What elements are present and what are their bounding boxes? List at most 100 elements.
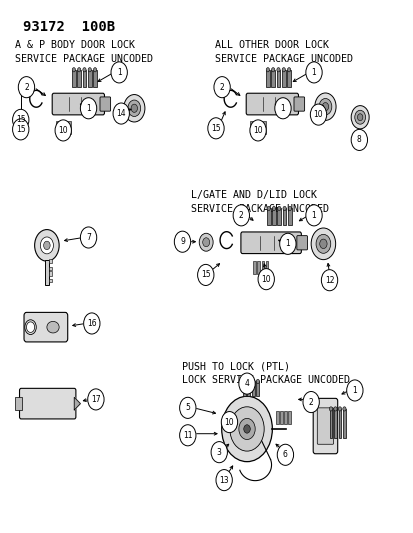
Circle shape	[282, 68, 285, 72]
FancyBboxPatch shape	[256, 382, 259, 396]
Circle shape	[342, 407, 345, 411]
Circle shape	[319, 239, 326, 248]
FancyBboxPatch shape	[77, 70, 81, 87]
FancyBboxPatch shape	[266, 208, 270, 225]
Text: 2: 2	[219, 83, 224, 92]
Circle shape	[350, 130, 367, 150]
FancyBboxPatch shape	[271, 208, 275, 225]
Circle shape	[26, 322, 35, 333]
FancyBboxPatch shape	[240, 232, 301, 254]
FancyBboxPatch shape	[254, 121, 257, 134]
Text: 10: 10	[58, 126, 68, 135]
Circle shape	[229, 407, 263, 451]
FancyBboxPatch shape	[19, 389, 76, 419]
Circle shape	[12, 119, 29, 140]
Circle shape	[318, 99, 331, 115]
Circle shape	[282, 206, 285, 211]
Circle shape	[305, 62, 321, 83]
Circle shape	[216, 470, 232, 491]
Text: 2: 2	[24, 83, 29, 92]
FancyBboxPatch shape	[49, 259, 52, 263]
Circle shape	[346, 380, 362, 401]
Circle shape	[276, 68, 280, 72]
Circle shape	[197, 264, 214, 286]
Text: 10: 10	[224, 417, 234, 426]
Circle shape	[40, 237, 53, 254]
Circle shape	[315, 235, 330, 253]
Circle shape	[128, 100, 140, 117]
FancyBboxPatch shape	[246, 93, 298, 115]
Circle shape	[328, 407, 332, 411]
FancyBboxPatch shape	[45, 260, 49, 285]
Text: 1: 1	[351, 386, 356, 395]
FancyBboxPatch shape	[15, 397, 21, 410]
Circle shape	[214, 77, 230, 98]
Text: 2: 2	[238, 211, 243, 220]
Circle shape	[354, 110, 365, 124]
Text: 11: 11	[183, 431, 192, 440]
Circle shape	[277, 206, 280, 211]
FancyBboxPatch shape	[24, 312, 68, 342]
Circle shape	[202, 238, 209, 247]
Circle shape	[93, 68, 97, 72]
Text: 5: 5	[185, 403, 190, 413]
Text: 10: 10	[313, 110, 323, 119]
FancyBboxPatch shape	[242, 382, 245, 396]
Circle shape	[18, 77, 35, 98]
Circle shape	[221, 411, 237, 433]
Text: 15: 15	[16, 115, 26, 124]
FancyBboxPatch shape	[93, 70, 97, 87]
Circle shape	[256, 379, 259, 384]
FancyBboxPatch shape	[261, 261, 264, 274]
Circle shape	[287, 206, 291, 211]
Text: 16: 16	[87, 319, 96, 328]
FancyBboxPatch shape	[55, 121, 58, 134]
Circle shape	[233, 205, 249, 226]
Circle shape	[113, 103, 129, 124]
Circle shape	[305, 205, 321, 226]
Text: PUSH TO LOCK (PTL)
LOCK SERVICE PACKAGE UNCODED: PUSH TO LOCK (PTL) LOCK SERVICE PACKAGE …	[182, 361, 350, 385]
FancyBboxPatch shape	[83, 70, 86, 87]
Text: 1: 1	[116, 68, 121, 77]
Text: 15: 15	[200, 270, 210, 279]
FancyBboxPatch shape	[88, 70, 91, 87]
FancyBboxPatch shape	[296, 236, 307, 250]
Text: 12: 12	[324, 276, 333, 285]
Circle shape	[238, 373, 254, 394]
Circle shape	[80, 98, 97, 119]
FancyBboxPatch shape	[288, 411, 291, 424]
Circle shape	[279, 233, 295, 254]
FancyBboxPatch shape	[247, 382, 250, 396]
FancyBboxPatch shape	[333, 409, 336, 438]
FancyBboxPatch shape	[316, 408, 333, 444]
Circle shape	[242, 379, 245, 384]
FancyBboxPatch shape	[287, 70, 290, 87]
FancyBboxPatch shape	[282, 208, 286, 225]
FancyBboxPatch shape	[281, 70, 285, 87]
Circle shape	[247, 379, 250, 384]
FancyBboxPatch shape	[64, 121, 66, 134]
Circle shape	[123, 94, 145, 122]
FancyBboxPatch shape	[276, 70, 280, 87]
Circle shape	[311, 228, 335, 260]
Text: 1: 1	[86, 104, 91, 113]
FancyBboxPatch shape	[49, 271, 52, 276]
Circle shape	[249, 120, 266, 141]
Circle shape	[287, 68, 290, 72]
Text: A & P BODY DOOR LOCK
SERVICE PACKAGE UNCODED: A & P BODY DOOR LOCK SERVICE PACKAGE UNC…	[15, 39, 153, 64]
Text: ALL OTHER DOOR LOCK
SERVICE PACKAGE UNCODED: ALL OTHER DOOR LOCK SERVICE PACKAGE UNCO…	[215, 39, 352, 64]
Circle shape	[266, 206, 270, 211]
Text: 10: 10	[253, 126, 262, 135]
Text: 15: 15	[211, 124, 220, 133]
Circle shape	[274, 98, 290, 119]
FancyBboxPatch shape	[253, 261, 256, 274]
FancyBboxPatch shape	[100, 97, 110, 111]
Text: 7: 7	[86, 233, 91, 242]
Circle shape	[238, 418, 254, 440]
FancyBboxPatch shape	[277, 208, 280, 225]
Circle shape	[314, 93, 335, 120]
Text: 6: 6	[282, 450, 287, 459]
Circle shape	[35, 230, 59, 261]
FancyBboxPatch shape	[338, 409, 341, 438]
Text: 9: 9	[180, 237, 185, 246]
